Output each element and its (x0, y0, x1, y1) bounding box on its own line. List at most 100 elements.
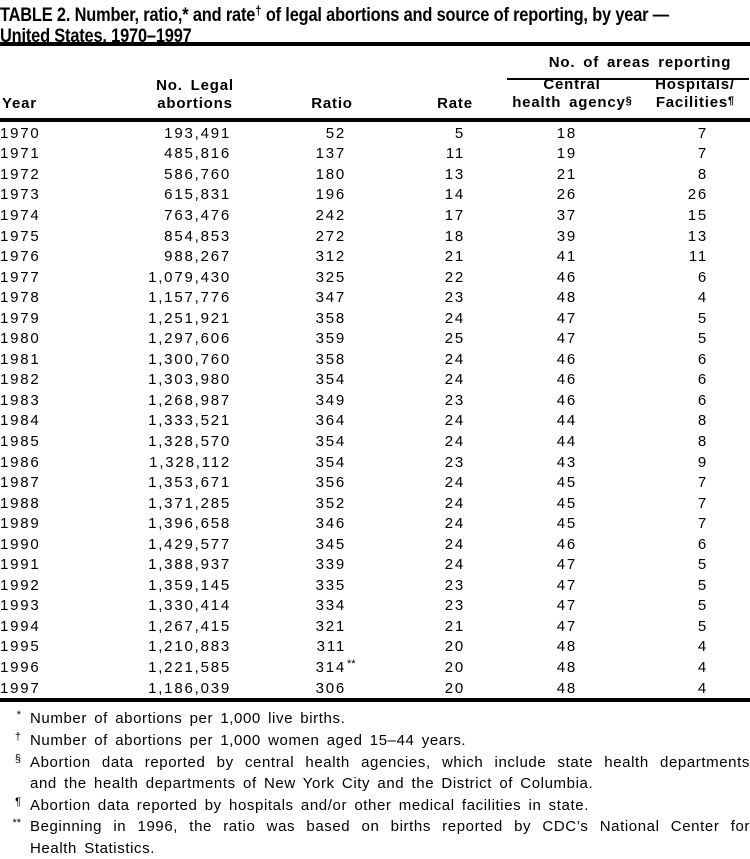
central-cell: 44 (556, 432, 577, 450)
year-cell: 1973 (0, 186, 41, 204)
hospitals-cell: 26 (687, 186, 708, 204)
central-cell: 46 (556, 535, 577, 553)
title-rule (0, 42, 750, 46)
hospitals-cell: 5 (697, 597, 708, 615)
rate-cell: 17 (444, 206, 465, 224)
table-body: 1970 193,491 52 5 18 7 1971 485,816 137 11 19 7 1972… (0, 123, 708, 698)
table-row: 1976 988,267 312 21 41 11 (0, 246, 708, 267)
year-cell: 1975 (0, 227, 41, 245)
hospitals-cell: 6 (697, 371, 708, 389)
rate-cell: 20 (444, 638, 465, 656)
hospitals-cell: 13 (687, 227, 708, 245)
ratio-cell: 335 (315, 576, 346, 594)
hospitals-cell: 5 (697, 556, 708, 574)
year-cell: 1970 (0, 124, 41, 142)
table-row: 1987 1,353,671 356 24 45 7 (0, 472, 708, 493)
central-cell: 44 (556, 412, 577, 430)
abortions-cell: 1,330,414 (148, 597, 231, 615)
ratio-cell: 349 (315, 391, 346, 409)
year-cell: 1990 (0, 535, 41, 553)
ratio-cell: 272 (315, 227, 346, 245)
footnote-text-line: Abortion data reported by hospitals and/… (30, 796, 589, 814)
year-cell: 1977 (0, 268, 41, 286)
year-cell: 1993 (0, 597, 41, 615)
ratio-cell: 52 (325, 124, 346, 142)
abortions-cell: 1,396,658 (148, 515, 231, 533)
ratio-cell: 359 (315, 330, 346, 348)
central-cell: 45 (556, 494, 577, 512)
year-cell: 1995 (0, 638, 41, 656)
footnote: § Abortion data reported by central healt… (0, 752, 750, 795)
hospitals-cell: 6 (697, 268, 708, 286)
pilcrow-footnote-marker: ¶ (728, 95, 735, 107)
central-cell: 47 (556, 597, 577, 615)
rate-cell: 24 (444, 494, 465, 512)
abortion-statistics-table: 1970 193,491 52 5 18 7 1971 485,816 137 11 19 7 1972… (0, 123, 708, 698)
year-cell: 1974 (0, 206, 41, 224)
ratio-cell: 346 (315, 515, 346, 533)
footnote-marker: * (16, 709, 21, 722)
central-cell: 45 (556, 474, 577, 492)
footnote-text-line: and the health departments of New York C… (30, 775, 594, 793)
rate-cell: 5 (454, 124, 465, 142)
footnote-marker: ¶ (15, 795, 21, 808)
year-cell: 1989 (0, 515, 41, 533)
year-cell: 1972 (0, 165, 41, 183)
abortions-cell: 1,268,987 (148, 391, 231, 409)
rate-cell: 24 (444, 371, 465, 389)
hospitals-cell: 8 (697, 432, 708, 450)
year-cell: 1986 (0, 453, 41, 471)
ratio-cell: 325 (315, 268, 346, 286)
abortions-cell: 854,853 (164, 227, 231, 245)
rate-cell: 20 (444, 658, 465, 676)
abortions-cell: 1,328,112 (149, 453, 231, 471)
year-cell: 1984 (0, 412, 41, 430)
footnote-marker: † (14, 730, 21, 743)
abortions-cell: 1,371,285 (148, 494, 231, 512)
table-row: 1992 1,359,145 335 23 47 5 (0, 575, 708, 596)
hospitals-cell: 5 (697, 617, 708, 635)
central-cell: 46 (556, 268, 577, 286)
col-header-ratio: Ratio (311, 95, 353, 112)
rate-cell: 24 (444, 309, 465, 327)
central-cell: 19 (556, 145, 577, 163)
central-cell: 46 (556, 371, 577, 389)
ratio-cell: 345 (315, 535, 346, 553)
table-row: 1986 1,328,112 354 23 43 9 (0, 452, 708, 473)
rate-cell: 25 (444, 330, 465, 348)
central-cell: 37 (556, 206, 577, 224)
rate-cell: 20 (444, 679, 465, 697)
table-row: 1994 1,267,415 321 21 47 5 (0, 616, 708, 637)
table-row: 1984 1,333,521 364 24 44 8 (0, 411, 708, 432)
hospitals-cell: 6 (697, 350, 708, 368)
col-header-hospitals-facilities: Hospitals/Facilities¶ (655, 76, 735, 113)
abortions-cell: 1,328,570 (148, 432, 231, 450)
rate-cell: 21 (444, 248, 465, 266)
ratio-cell: 354 (315, 432, 346, 450)
abortions-cell: 763,476 (164, 206, 231, 224)
central-cell: 48 (556, 679, 577, 697)
rate-cell: 24 (444, 350, 465, 368)
table-row: 1971 485,816 137 11 19 7 (0, 144, 708, 165)
hospitals-cell: 4 (697, 289, 708, 307)
central-cell: 18 (556, 124, 577, 142)
table-row: 1990 1,429,577 345 24 46 6 (0, 534, 708, 555)
central-cell: 39 (556, 227, 577, 245)
year-cell: 1996 (0, 658, 41, 676)
year-cell: 1981 (0, 350, 41, 368)
table-row: 1991 1,388,937 339 24 47 5 (0, 554, 708, 575)
year-cell: 1997 (0, 679, 41, 697)
rate-cell: 23 (444, 391, 465, 409)
rate-cell: 23 (444, 597, 465, 615)
central-cell: 48 (556, 658, 577, 676)
table-row: 1982 1,303,980 354 24 46 6 (0, 370, 708, 391)
central-cell: 45 (556, 515, 577, 533)
hospitals-cell: 5 (697, 576, 708, 594)
abortions-cell: 1,388,937 (148, 556, 231, 574)
ratio-cell: 334 (315, 597, 346, 615)
ratio-cell: 137 (315, 145, 346, 163)
hospitals-cell: 8 (697, 165, 708, 183)
central-cell: 48 (556, 638, 577, 656)
year-cell: 1988 (0, 494, 41, 512)
